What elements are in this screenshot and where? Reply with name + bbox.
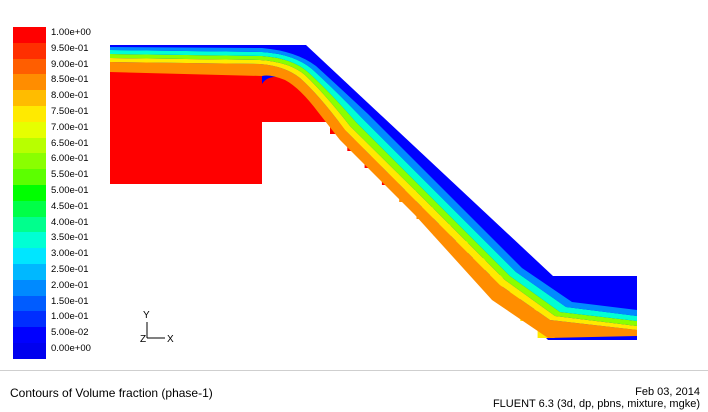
legend-swatch bbox=[13, 27, 46, 43]
legend-swatch bbox=[13, 200, 46, 217]
legend-label: 6.00e-01 bbox=[51, 153, 89, 165]
legend-label: 0.00e+00 bbox=[51, 342, 91, 354]
legend-label: 8.50e-01 bbox=[51, 74, 89, 86]
legend-entry: 5.50e-01 bbox=[13, 169, 93, 185]
legend-label: 6.50e-01 bbox=[51, 137, 89, 149]
legend-swatch bbox=[13, 169, 46, 185]
legend-label: 7.00e-01 bbox=[51, 121, 89, 133]
legend-entry: 4.50e-01 bbox=[13, 200, 93, 217]
legend-entry: 1.50e-01 bbox=[13, 295, 93, 312]
legend-entry: 1.00e-01 bbox=[13, 311, 93, 328]
legend-label: 4.00e-01 bbox=[51, 216, 89, 228]
legend-label: 2.50e-01 bbox=[51, 263, 89, 275]
legend-swatch bbox=[13, 342, 46, 359]
legend-swatch bbox=[13, 58, 46, 75]
legend-swatch bbox=[13, 42, 46, 59]
legend-label: 9.50e-01 bbox=[51, 42, 89, 54]
plot-footer: Contours of Volume fraction (phase-1) Fe… bbox=[0, 370, 708, 412]
axis-z-label: Z bbox=[140, 334, 146, 345]
legend-entry: 3.50e-01 bbox=[13, 232, 93, 249]
legend-swatch bbox=[13, 279, 46, 296]
legend-label: 4.50e-01 bbox=[51, 200, 89, 212]
legend-swatch bbox=[13, 232, 46, 249]
contour-domain: Y Z X bbox=[110, 45, 637, 345]
legend-entry: 8.00e-01 bbox=[13, 90, 93, 106]
legend-swatch bbox=[13, 137, 46, 154]
legend-swatch bbox=[13, 248, 46, 264]
legend-entry: 2.50e-01 bbox=[13, 263, 93, 280]
legend-swatch bbox=[13, 90, 46, 106]
legend-label: 2.00e-01 bbox=[51, 279, 89, 291]
plot-caption: Contours of Volume fraction (phase-1) bbox=[10, 386, 213, 400]
reservoir-water bbox=[110, 72, 262, 184]
legend-entry: 5.00e-01 bbox=[13, 184, 93, 201]
legend-label: 5.00e-01 bbox=[51, 184, 89, 196]
legend-swatch bbox=[13, 121, 46, 138]
legend-swatch bbox=[13, 184, 46, 201]
legend-swatch bbox=[13, 263, 46, 280]
legend-entry: 5.00e-02 bbox=[13, 327, 93, 343]
legend-entry: 8.50e-01 bbox=[13, 74, 93, 91]
axis-y-label: Y bbox=[143, 310, 150, 321]
legend-swatch bbox=[13, 105, 46, 122]
legend-entry: 9.50e-01 bbox=[13, 42, 93, 59]
colorbar-legend: 1.00e+00 9.50e-01 9.00e-01 8.50e-01 8.00e-01… bbox=[13, 27, 93, 359]
legend-entry: 1.00e+00 bbox=[13, 27, 93, 43]
axis-triad: Y Z X bbox=[140, 310, 174, 345]
solver-info: FLUENT 6.3 (3d, dp, pbns, mixture, mgke) bbox=[492, 398, 700, 410]
legend-label: 5.50e-01 bbox=[51, 169, 89, 181]
plot-date: Feb 03, 2014 bbox=[635, 386, 700, 398]
legend-label: 3.50e-01 bbox=[51, 232, 89, 244]
legend-entry: 6.50e-01 bbox=[13, 137, 93, 154]
legend-entry: 2.00e-01 bbox=[13, 279, 93, 296]
legend-swatch bbox=[13, 295, 46, 312]
legend-entry: 7.00e-01 bbox=[13, 121, 93, 138]
legend-label: 3.00e-01 bbox=[51, 248, 89, 260]
legend-label: 1.00e-01 bbox=[51, 311, 89, 323]
legend-entry: 0.00e+00 bbox=[13, 342, 93, 359]
legend-swatch bbox=[13, 327, 46, 343]
legend-entry: 9.00e-01 bbox=[13, 58, 93, 75]
legend-entry: 6.00e-01 bbox=[13, 153, 93, 170]
legend-swatch bbox=[13, 74, 46, 91]
axis-x-label: X bbox=[167, 334, 174, 345]
legend-label: 7.50e-01 bbox=[51, 105, 89, 117]
legend-entry: 4.00e-01 bbox=[13, 216, 93, 233]
legend-swatch bbox=[13, 216, 46, 233]
contour-plot-area: 1.00e+00 9.50e-01 9.00e-01 8.50e-01 8.00e-01… bbox=[13, 27, 637, 359]
legend-label: 8.00e-01 bbox=[51, 90, 89, 102]
legend-entry: 7.50e-01 bbox=[13, 105, 93, 122]
legend-entry: 3.00e-01 bbox=[13, 248, 93, 264]
legend-swatch bbox=[13, 311, 46, 328]
legend-label: 1.00e+00 bbox=[51, 27, 91, 38]
legend-label: 9.00e-01 bbox=[51, 58, 89, 70]
legend-label: 5.00e-02 bbox=[51, 327, 89, 339]
legend-label: 1.50e-01 bbox=[51, 295, 89, 307]
legend-swatch bbox=[13, 153, 46, 170]
crest-water bbox=[262, 76, 330, 122]
